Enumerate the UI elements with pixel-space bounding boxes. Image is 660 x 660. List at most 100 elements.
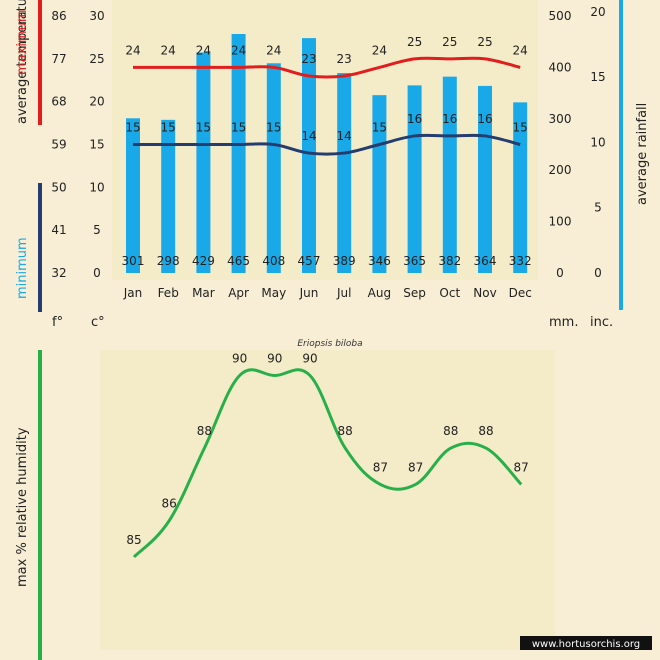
rainfall-bar: [442, 76, 457, 273]
max-temperature-data-label: 25: [477, 35, 492, 49]
month-tick-label: Jun: [299, 286, 319, 300]
rainfall-data-label: 389: [333, 254, 356, 268]
rainfall-data-label: 298: [157, 254, 180, 268]
rainfall-mm-tick-label: 100: [549, 215, 572, 229]
max-temperature-data-label: 24: [372, 43, 387, 57]
humidity-data-label: 87: [373, 460, 388, 474]
min-temperature-data-label: 16: [442, 112, 457, 126]
min-temperature-data-label: 15: [513, 121, 528, 135]
rainfall-data-label: 382: [438, 254, 461, 268]
rainfall-inch-tick-label: 5: [594, 201, 602, 215]
celsius-tick-label: 0: [93, 266, 101, 280]
rainfall-data-label: 301: [122, 254, 145, 268]
celsius-tick-label: 30: [89, 9, 104, 23]
left-axis-title-max: average temperatures: [15, 0, 30, 124]
max-temperature-data-label: 23: [337, 52, 352, 66]
max-temperature-data-label: 25: [442, 35, 457, 49]
month-tick-label: Sep: [403, 286, 426, 300]
rainfall-inch-tick-label: 15: [590, 70, 605, 84]
inch-unit: inc.: [590, 315, 613, 330]
rainfall-bar: [302, 38, 316, 273]
min-temperature-data-label: 16: [477, 112, 492, 126]
max-temperature-data-label: 24: [266, 43, 281, 57]
humidity-data-label: 90: [232, 352, 247, 366]
humidity-data-label: 85: [126, 533, 141, 547]
min-temperature-data-label: 15: [161, 121, 176, 135]
max-temperature-data-label: 23: [301, 52, 316, 66]
month-tick-label: Feb: [158, 286, 179, 300]
min-temperature-data-label: 15: [125, 121, 140, 135]
max-temperature-line: [133, 56, 521, 79]
celsius-tick-label: 10: [89, 180, 104, 194]
rainfall-data-label: 408: [262, 254, 285, 268]
fahrenheit-tick-label: 32: [51, 266, 66, 280]
species-caption: Eriopsis biloba: [297, 339, 362, 349]
rainfall-mm-tick-label: 500: [549, 9, 572, 23]
rainfall-bar: [161, 119, 176, 273]
rainfall-mm-tick-label: 300: [549, 112, 572, 126]
rainfall-inch-tick-label: 20: [590, 5, 605, 19]
rainfall-data-label: 332: [509, 254, 532, 268]
celsius-tick-label: 20: [89, 95, 104, 109]
max-temperature-data-label: 24: [196, 43, 211, 57]
humidity-axis-title: max % relative humidity: [15, 427, 30, 587]
humidity-data-label: 88: [338, 424, 353, 438]
rainfall-bar: [337, 73, 352, 273]
humidity-plot-area: [100, 350, 555, 650]
humidity-line: [132, 368, 523, 559]
min-temperature-data-label: 15: [196, 121, 211, 135]
min-temperature-line: [133, 133, 521, 156]
min-temperature-data-label: 14: [337, 129, 352, 143]
temperature-rainfall-plot-area: [112, 0, 538, 280]
fahrenheit-tick-label: 77: [51, 52, 66, 66]
rainfall-mm-tick-label: 200: [549, 163, 572, 177]
celsius-tick-label: 25: [89, 52, 104, 66]
max-temperature-data-label: 24: [513, 43, 528, 57]
mm-unit: mm.: [549, 315, 578, 330]
humidity-data-label: 88: [478, 424, 493, 438]
rainfall-bar: [478, 85, 492, 274]
max-temperature-data-label: 24: [125, 43, 140, 57]
month-tick-label: May: [261, 286, 286, 300]
rainfall-bar: [196, 52, 211, 273]
min-temperature-data-label: 15: [231, 121, 246, 135]
month-tick-label: Nov: [473, 286, 496, 300]
rainfall-mm-tick-label: 0: [556, 266, 564, 280]
min-temperature-data-label: 16: [407, 112, 422, 126]
rainfall-data-label: 346: [368, 254, 391, 268]
fahrenheit-tick-label: 86: [51, 9, 66, 23]
rainfall-data-label: 465: [227, 254, 250, 268]
month-tick-label: Jul: [336, 286, 351, 300]
fahrenheit-tick-label: 50: [51, 180, 66, 194]
month-tick-label: Apr: [228, 286, 249, 300]
month-tick-label: Oct: [439, 286, 460, 300]
max-temperature-data-label: 24: [161, 43, 176, 57]
fahrenheit-tick-label: 41: [51, 223, 66, 237]
left-axis-title-maximum: maximum: [15, 9, 30, 75]
temperature-lines: [133, 56, 521, 156]
fahrenheit-tick-label: 68: [51, 95, 66, 109]
fahrenheit-tick-label: 59: [51, 138, 66, 152]
min-temperature-data-label: 14: [301, 129, 316, 143]
humidity-series: 85 86 88 90 90 90 88 87 87 88 88 87: [126, 352, 529, 559]
left-axis-title-minimum: minimum: [15, 237, 30, 299]
rainfall-bar: [372, 95, 387, 273]
max-temperature-data-label: 24: [231, 43, 246, 57]
right-axis-title: average rainfall: [635, 103, 650, 205]
min-temperature-data-label: 15: [266, 121, 281, 135]
rainfall-data-label: 364: [474, 254, 497, 268]
humidity-data-label: 87: [408, 460, 423, 474]
month-tick-label: Jan: [123, 286, 143, 300]
data-labels: 301 298 429 465 408 457 389 346 365 382 364 332 24 24…: [122, 35, 532, 268]
watermark-background: [520, 636, 652, 650]
humidity-data-label: 90: [302, 352, 317, 366]
fahrenheit-unit: f°: [52, 315, 63, 330]
humidity-data-label: 90: [267, 352, 282, 366]
celsius-unit: c°: [91, 315, 105, 330]
rainfall-bar: [407, 85, 422, 273]
humidity-data-label: 88: [197, 424, 212, 438]
celsius-tick-label: 15: [89, 138, 104, 152]
rainfall-mm-tick-label: 400: [549, 60, 572, 74]
